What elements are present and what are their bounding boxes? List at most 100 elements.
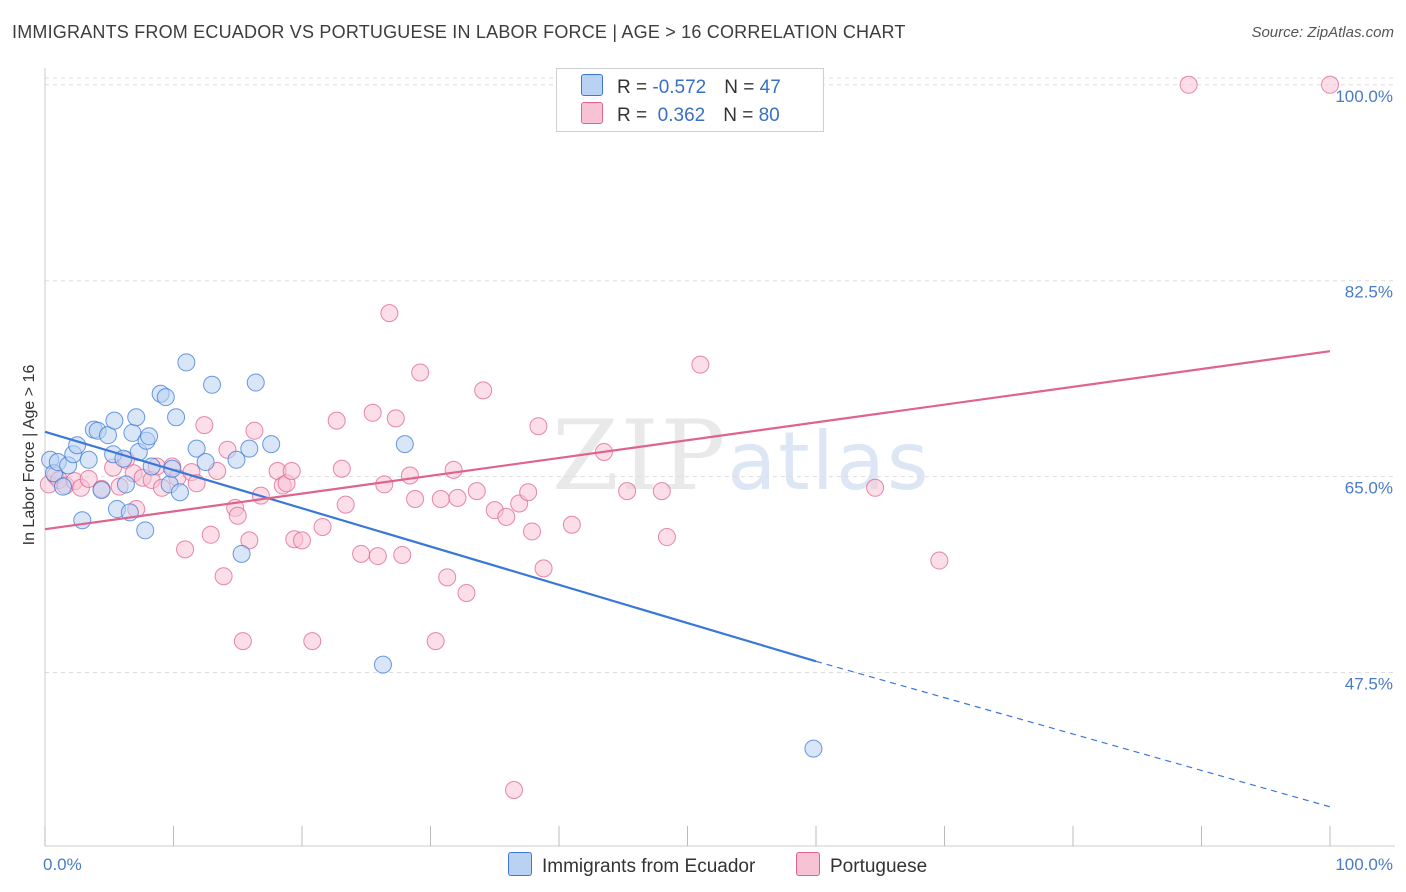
point-portuguese	[406, 489, 425, 508]
point-portuguese	[293, 531, 311, 550]
point-portuguese	[327, 411, 346, 430]
point-ecuador	[142, 457, 161, 476]
point-portuguese	[400, 466, 419, 485]
point-ecuador	[170, 483, 189, 502]
point-portuguese	[228, 506, 247, 525]
bottom-legend-swatch-portuguese	[796, 852, 820, 876]
point-portuguese	[652, 482, 671, 501]
point-portuguese	[176, 540, 195, 559]
point-portuguese	[336, 495, 355, 514]
point-portuguese	[467, 482, 486, 501]
y-tick-label: 47.5%	[1345, 674, 1393, 693]
point-ecuador	[196, 453, 215, 472]
point-portuguese	[691, 355, 710, 374]
point-portuguese	[438, 568, 457, 587]
point-portuguese	[245, 421, 264, 440]
point-portuguese	[233, 632, 252, 651]
bottom-legend-ecuador: Immigrants from Ecuador	[508, 852, 755, 878]
point-portuguese	[866, 478, 885, 497]
point-portuguese	[448, 488, 467, 507]
point-ecuador	[167, 408, 186, 427]
point-ecuador	[92, 481, 111, 500]
point-portuguese	[386, 409, 405, 428]
point-portuguese	[332, 459, 351, 478]
bottom-legend-label-portuguese: Portuguese	[830, 856, 928, 877]
point-ecuador	[262, 435, 281, 454]
point-ecuador	[136, 521, 155, 540]
point-portuguese	[282, 461, 301, 480]
point-portuguese	[1179, 75, 1198, 94]
point-ecuador	[232, 544, 251, 563]
point-portuguese	[214, 567, 233, 586]
data-points	[39, 75, 1339, 800]
point-portuguese	[393, 545, 412, 564]
point-portuguese	[534, 559, 553, 578]
point-ecuador	[127, 408, 146, 427]
y-tick-label: 65.0%	[1345, 479, 1393, 498]
point-portuguese	[519, 483, 538, 502]
point-portuguese	[303, 632, 322, 651]
bottom-legend-portuguese: Portuguese	[796, 852, 927, 878]
point-portuguese	[474, 381, 493, 400]
legend-swatch-ecuador	[581, 74, 603, 96]
trend-line-portuguese	[44, 350, 1331, 531]
x-tick-label: 100.0%	[1335, 855, 1393, 874]
point-portuguese	[562, 515, 581, 534]
point-portuguese	[411, 363, 430, 382]
point-portuguese	[457, 584, 476, 603]
point-portuguese	[380, 304, 399, 323]
legend-row-ecuador: R = -0.572 N = 47	[581, 74, 781, 100]
x-tick-label: 0.0%	[43, 855, 82, 874]
point-ecuador	[373, 655, 392, 674]
point-ecuador	[804, 739, 823, 758]
point-ecuador	[79, 450, 98, 469]
point-ecuador	[177, 353, 196, 372]
legend-n-label: N =	[723, 105, 759, 126]
source-label: Source: ZipAtlas.com	[1251, 24, 1394, 41]
legend-n-value: 47	[759, 77, 781, 98]
legend-r-label: R =	[617, 77, 653, 98]
point-portuguese	[618, 482, 637, 501]
point-portuguese	[431, 489, 450, 508]
chart-title: IMMIGRANTS FROM ECUADOR VS PORTUGUESE IN…	[12, 22, 906, 42]
point-portuguese	[313, 517, 332, 536]
point-portuguese	[1321, 75, 1339, 94]
point-ecuador	[203, 375, 222, 394]
point-ecuador	[240, 439, 259, 458]
point-portuguese	[195, 416, 214, 435]
legend-r-label: R =	[617, 105, 653, 126]
point-ecuador	[246, 373, 265, 392]
bottom-legend-label-ecuador: Immigrants from Ecuador	[542, 856, 756, 877]
y-axis-label: In Labor Force | Age > 16	[21, 365, 38, 546]
point-portuguese	[505, 781, 524, 800]
legend-swatch-portuguese	[581, 102, 603, 124]
point-ecuador	[395, 435, 414, 454]
point-portuguese	[657, 528, 676, 547]
point-portuguese	[426, 632, 445, 651]
point-portuguese	[375, 475, 394, 494]
point-portuguese	[444, 460, 463, 479]
trend-line-ecuador	[44, 430, 817, 663]
point-ecuador	[105, 411, 124, 430]
point-portuguese	[363, 403, 382, 422]
grid-lines	[45, 77, 1395, 673]
point-portuguese	[930, 551, 949, 570]
legend-r-value: -0.572	[652, 77, 707, 98]
point-portuguese	[240, 531, 259, 550]
point-ecuador	[156, 388, 175, 407]
point-portuguese	[201, 525, 220, 544]
point-portuguese	[368, 547, 387, 566]
point-portuguese	[352, 544, 371, 563]
y-tick-label: 100.0%	[1335, 87, 1393, 106]
point-ecuador	[227, 450, 246, 469]
legend-n-value: 80	[758, 105, 780, 126]
point-portuguese	[529, 417, 548, 436]
tick-labels: 47.5% 65.0% 82.5% 100.0% 0.0% 100.0%	[43, 87, 1393, 874]
legend-r-value: 0.362	[652, 105, 706, 126]
point-portuguese	[79, 469, 98, 488]
point-ecuador	[140, 427, 159, 446]
point-portuguese	[523, 522, 542, 541]
point-ecuador	[73, 511, 92, 530]
legend-row-portuguese: R = 0.362 N = 80	[581, 102, 780, 128]
